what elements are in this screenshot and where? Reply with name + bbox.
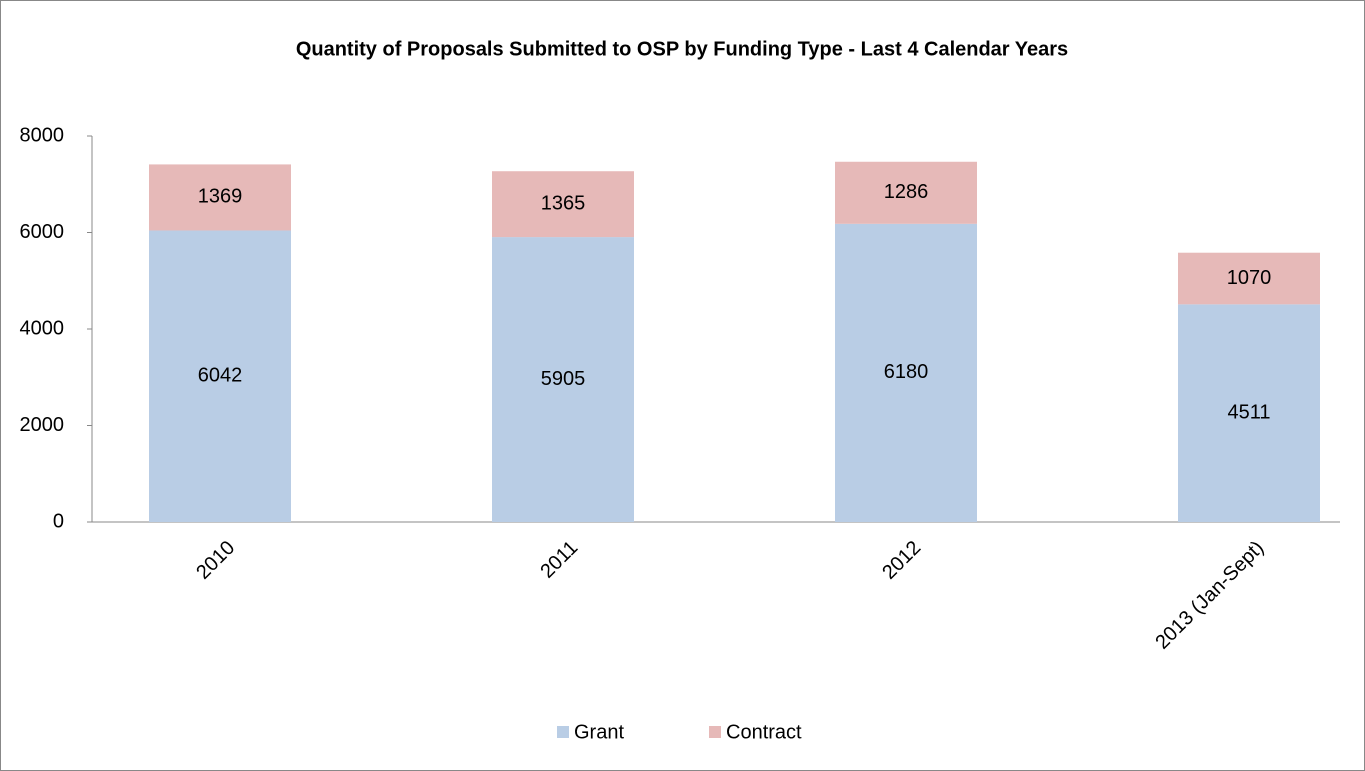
legend-label: Grant — [574, 721, 624, 743]
bar-segment — [835, 223, 977, 522]
bar-segment — [1178, 252, 1320, 305]
bar-segment — [492, 171, 634, 238]
y-tick-label: 4000 — [20, 317, 65, 339]
data-label: 6042 — [198, 365, 243, 387]
legend-swatch — [709, 726, 721, 738]
bar-segment — [149, 230, 291, 522]
bar-segment — [1178, 304, 1320, 522]
data-label: 5905 — [541, 368, 586, 390]
y-tick-label: 6000 — [20, 221, 65, 243]
y-tick-label: 0 — [53, 510, 64, 532]
bar-segment — [149, 164, 291, 231]
data-label: 1286 — [884, 181, 929, 203]
y-tick-label: 8000 — [20, 124, 65, 146]
data-label: 4511 — [1227, 401, 1270, 423]
bar-segment — [835, 161, 977, 224]
data-label: 1070 — [1227, 267, 1272, 289]
data-label: 6180 — [884, 361, 929, 383]
chart-title: Quantity of Proposals Submitted to OSP b… — [296, 38, 1068, 60]
data-label: 1369 — [198, 186, 243, 208]
bar-segment — [492, 237, 634, 523]
y-tick-label: 2000 — [20, 414, 65, 436]
data-label: 1365 — [541, 192, 586, 214]
legend-label: Contract — [726, 721, 802, 743]
legend-swatch — [557, 726, 569, 738]
